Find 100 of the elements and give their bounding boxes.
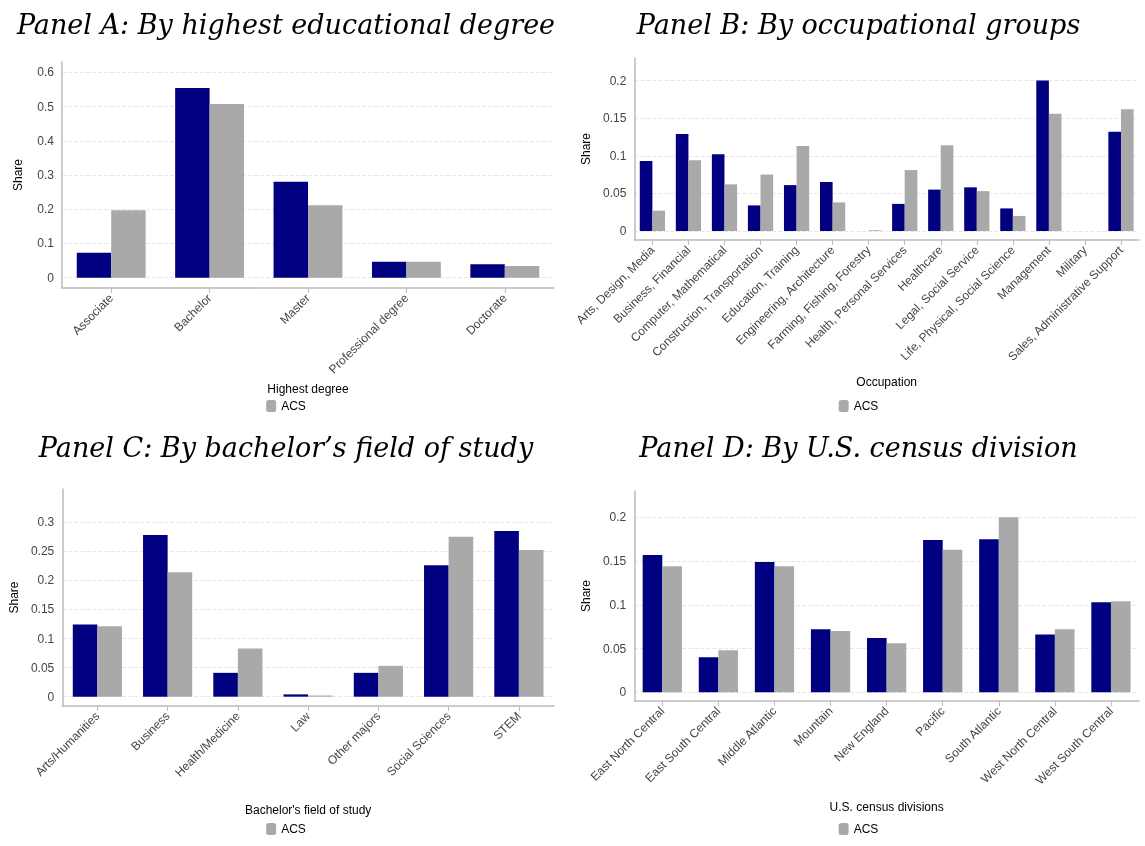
y-tick-label: 0.15 [602, 554, 627, 568]
y-tick-label: 0.6 [37, 65, 55, 80]
x-axis-title: Highest degree [267, 381, 350, 396]
bar [504, 266, 540, 278]
bar [209, 104, 245, 278]
bar [1054, 629, 1075, 693]
chart-title: Panel A: By highest educational degree [15, 9, 556, 40]
y-tick-label: 0.25 [30, 544, 55, 559]
bar [1091, 602, 1111, 693]
y-tick-label: 0.2 [37, 202, 55, 217]
bar [1108, 131, 1121, 231]
legend-label: ACS [853, 399, 879, 413]
y-tick-label: 0.4 [37, 133, 55, 148]
y-tick-label: 0.5 [37, 99, 55, 114]
bar [273, 181, 308, 278]
bar [830, 631, 851, 693]
y-tick-label: 0.1 [37, 236, 55, 251]
bar [470, 264, 505, 278]
x-axis-title: Bachelor's field of study [244, 803, 372, 817]
bar [923, 540, 943, 693]
bar [976, 191, 990, 231]
y-tick-label: 0.1 [609, 148, 627, 163]
y-tick-label: 0.3 [37, 168, 55, 182]
bar [111, 210, 146, 278]
y-tick-label: 0.2 [609, 73, 627, 88]
bar [724, 184, 738, 231]
bar [167, 572, 193, 697]
y-tick-label: 0.1 [609, 597, 627, 612]
bar [97, 626, 122, 697]
bar [1000, 208, 1013, 231]
bar [353, 672, 379, 697]
bar [494, 530, 519, 697]
y-tick-label: 0.2 [609, 510, 627, 525]
bar [832, 202, 846, 231]
bar [942, 549, 963, 693]
bar [820, 182, 833, 231]
bar [979, 539, 999, 693]
bar [760, 174, 774, 231]
y-tick-label: 0 [47, 689, 55, 704]
x-tick-label: Law [287, 708, 314, 735]
bar [754, 561, 775, 693]
bar [72, 624, 98, 697]
bar [639, 161, 653, 231]
bar [143, 534, 168, 697]
bar [940, 145, 954, 231]
bar [213, 672, 238, 697]
y-axis-title: Share [11, 158, 25, 192]
y-axis-title: Share [579, 579, 593, 613]
bar [652, 210, 666, 231]
bar [371, 261, 407, 278]
y-tick-label: 0.2 [37, 573, 55, 588]
bar [796, 145, 810, 231]
bar [378, 665, 403, 697]
bar [747, 205, 761, 231]
bar [867, 638, 887, 693]
bar [892, 203, 905, 231]
chart-title: Panel B: By occupational groups [635, 9, 1081, 40]
y-tick-label: 0.3 [37, 515, 55, 530]
bar [904, 170, 918, 231]
bar [928, 189, 941, 231]
y-tick-label: 0.05 [30, 660, 55, 675]
y-tick-label: 0.1 [37, 631, 55, 646]
bar [662, 566, 682, 693]
bar [886, 643, 907, 693]
bar [1110, 601, 1131, 693]
bar [308, 205, 343, 278]
y-tick-label: 0.15 [603, 111, 627, 126]
x-axis-title: U.S. census divisions [829, 800, 944, 814]
bar [448, 536, 474, 697]
bar [424, 565, 449, 697]
legend-label: ACS [281, 399, 306, 413]
bar [711, 154, 725, 231]
bar [1120, 109, 1134, 231]
y-tick-label: 0.05 [603, 186, 627, 201]
bar [718, 650, 739, 693]
y-tick-label: 0 [47, 270, 55, 285]
y-tick-label: 0.05 [602, 641, 627, 656]
bar [175, 88, 210, 278]
y-axis-title: Share [7, 581, 21, 614]
y-tick-label: 0.15 [30, 602, 55, 617]
x-axis-title: Occupation [856, 375, 918, 389]
bar [1012, 215, 1026, 231]
bar [1036, 80, 1049, 231]
bar [406, 261, 441, 278]
chart-title: Panel C: By bachelor’s field of study [37, 432, 534, 463]
bar [237, 648, 263, 697]
legend-label: ACS [853, 822, 879, 836]
y-tick-label: 0 [619, 685, 627, 700]
bar [810, 629, 831, 693]
bar [774, 566, 795, 693]
bar [675, 133, 689, 231]
bar [1035, 634, 1055, 693]
bar [518, 550, 544, 697]
y-tick-label: 0 [619, 223, 627, 238]
bar [283, 694, 309, 697]
bar [688, 160, 702, 231]
bar [698, 657, 719, 693]
legend-label: ACS [281, 822, 306, 836]
bar [964, 187, 977, 231]
bar [642, 554, 663, 693]
